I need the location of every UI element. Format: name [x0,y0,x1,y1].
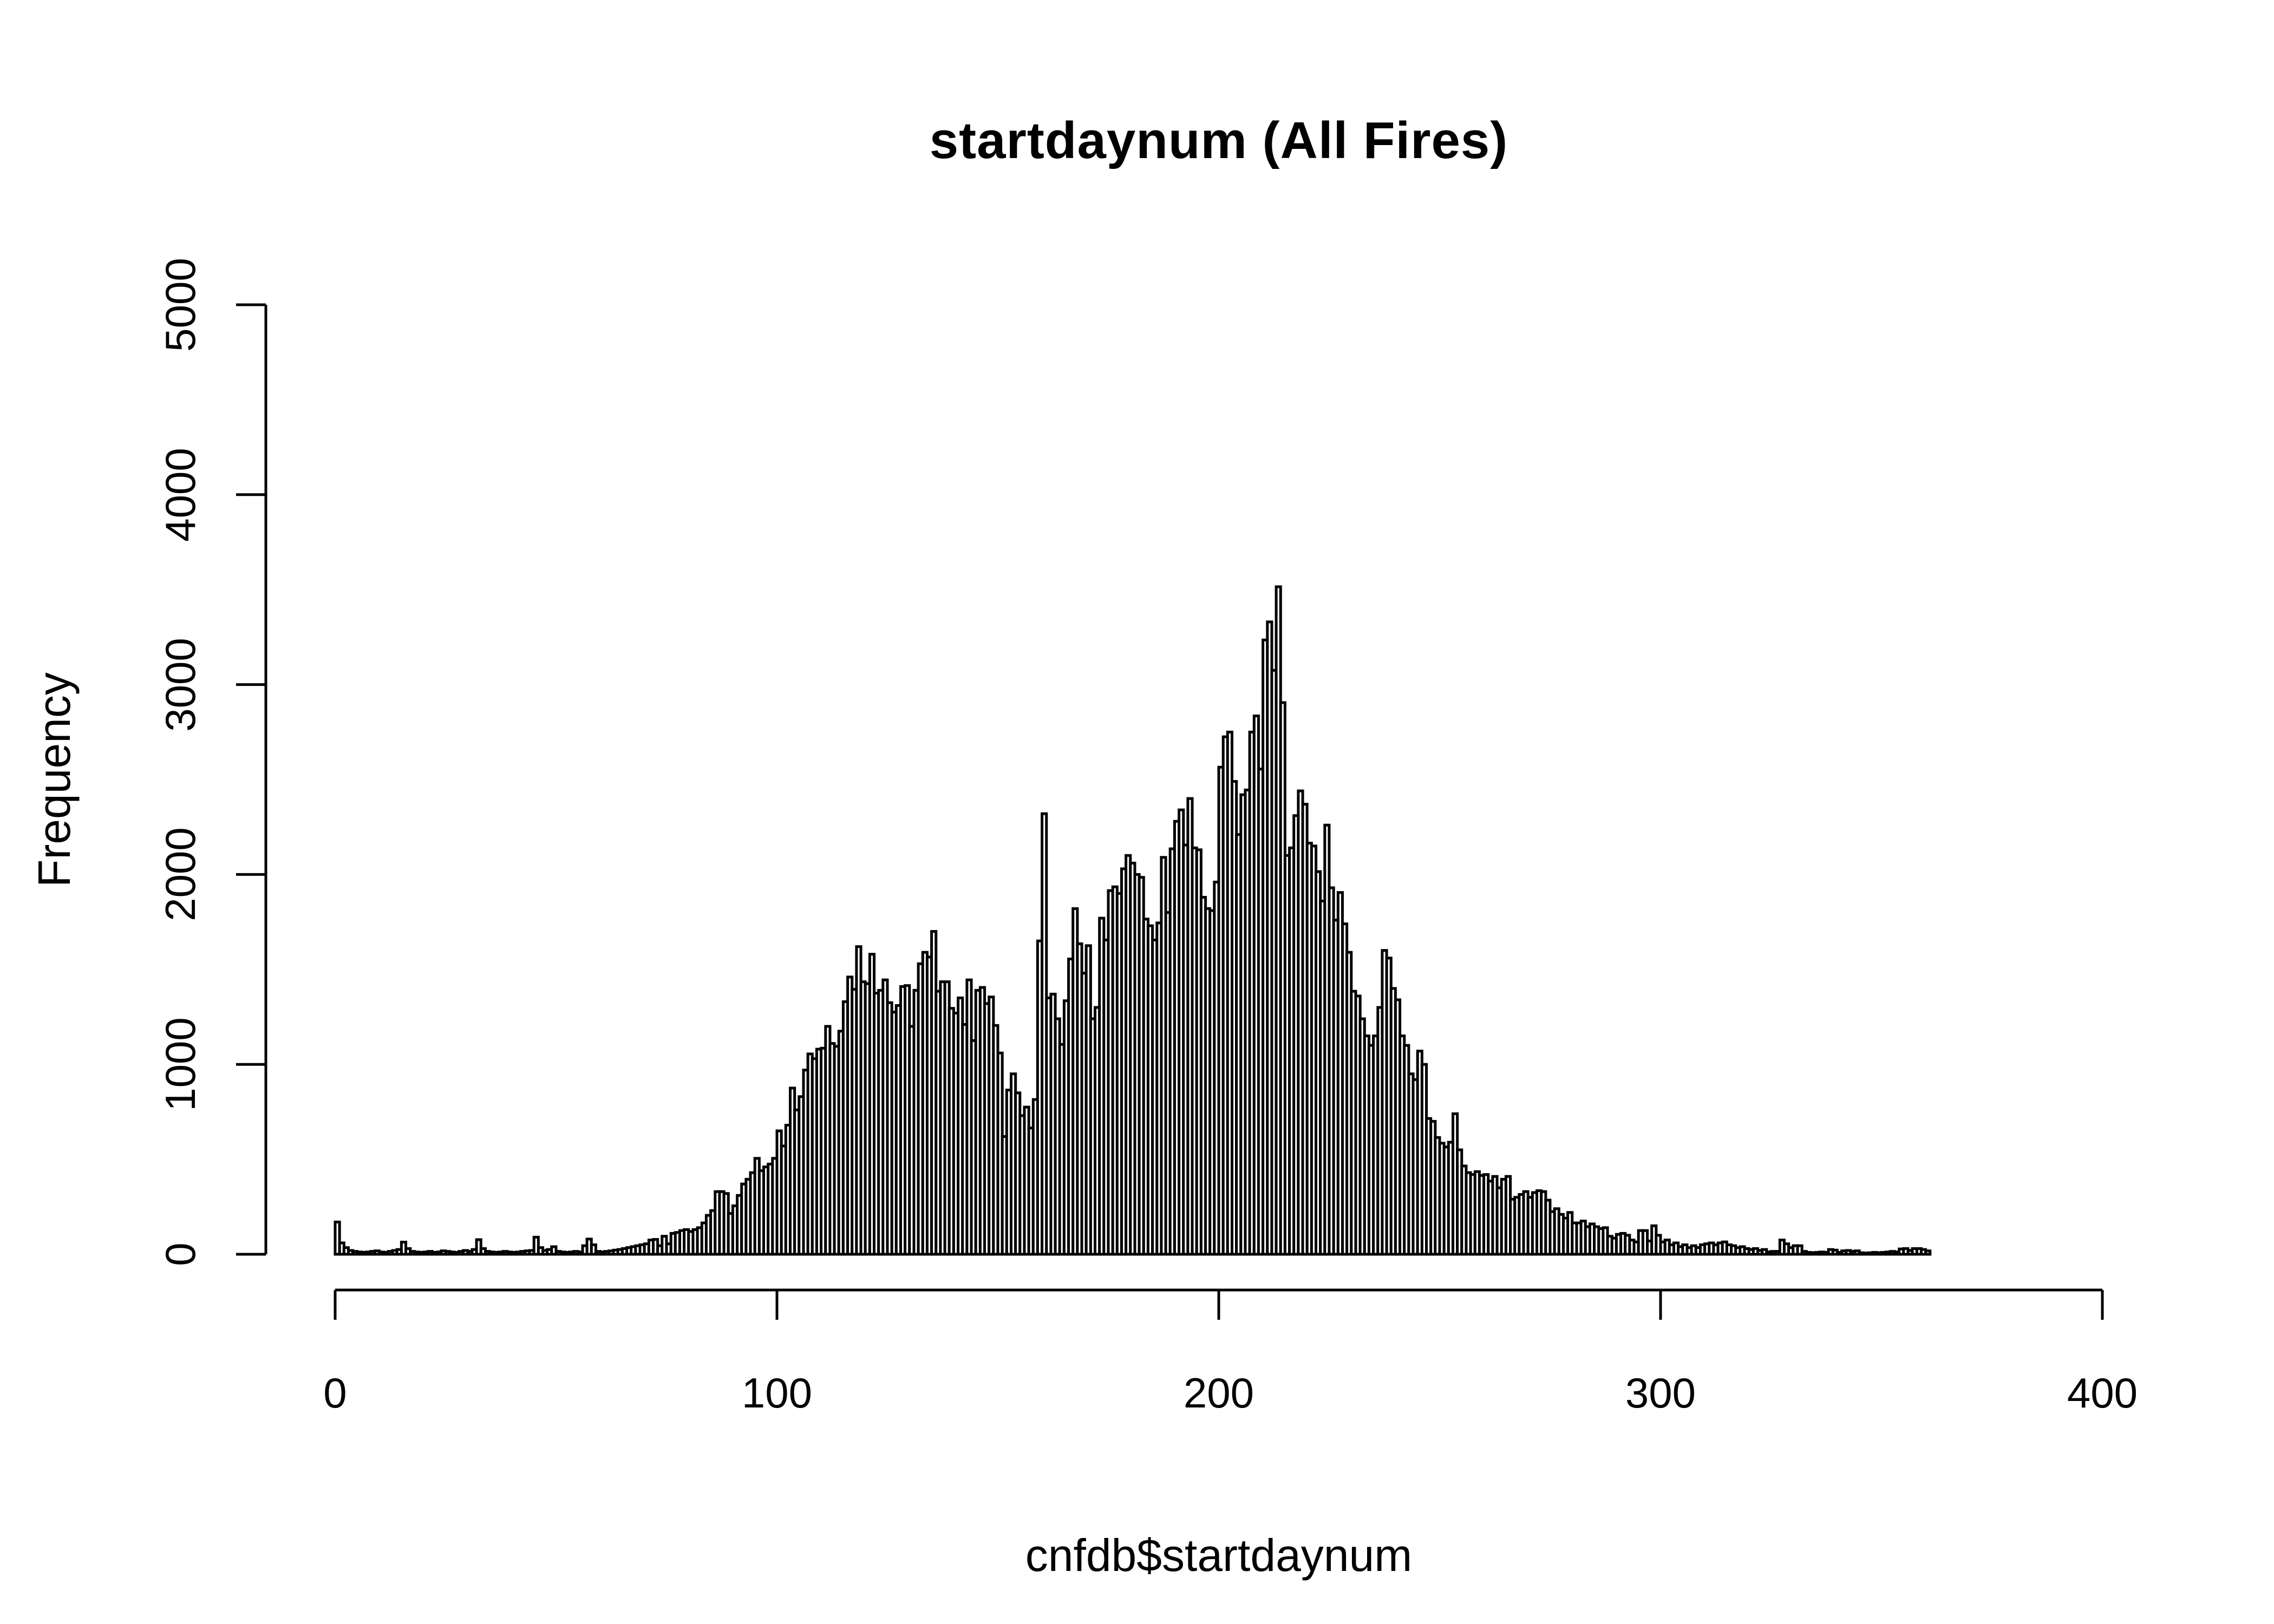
x-axis [334,1288,2104,1320]
histogram-bar [1796,1244,1803,1256]
histogram-bar [590,1243,597,1256]
histogram-bar [334,1220,341,1256]
x-tick-label: 100 [742,1369,812,1417]
x-tick-label: 200 [1184,1369,1254,1417]
x-tick-label: 400 [2067,1369,2138,1417]
x-tick-label: 0 [323,1369,347,1417]
chart-title: startdaynum (All Fires) [929,112,1508,169]
histogram-bar [475,1238,482,1256]
histogram-bar [1924,1249,1932,1256]
x-tick-label: 300 [1625,1369,1696,1417]
x-axis-title: cnfdb$startdaynum [1025,1530,1413,1581]
y-tick-label: 4000 [156,448,204,542]
y-axis-title-wrap: Frequency [22,305,87,1254]
y-axis [236,303,267,1256]
y-tick-label: 1000 [156,1017,204,1111]
y-tick-label: 0 [156,1242,204,1266]
histogram-bar [532,1235,540,1256]
y-tick-label: 3000 [156,638,204,732]
y-tick-label: 5000 [156,258,204,352]
y-axis-title: Frequency [28,672,80,887]
y-tick-label: 2000 [156,827,204,921]
histogram-bars [334,585,1932,1256]
